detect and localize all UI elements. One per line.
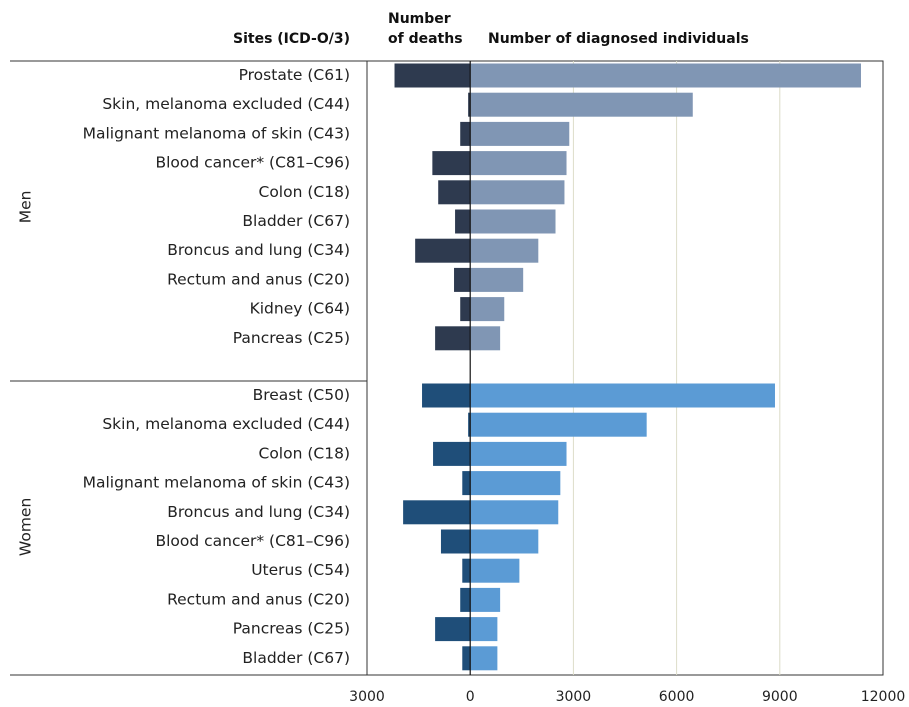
diagnosed-bar [470, 558, 520, 583]
x-tick-label: 3000 [349, 689, 385, 705]
death-bar [435, 617, 471, 642]
category-header: Sites (ICD-O/3) [233, 31, 351, 47]
death-bar [468, 412, 471, 437]
category-label: Rectum and anus (C20) [167, 590, 350, 608]
x-tick-label: 6000 [659, 689, 695, 705]
diagnosed-bar [470, 151, 567, 176]
category-label: Broncus and lung (C34) [167, 241, 350, 259]
category-label: Bladder (C67) [242, 212, 350, 230]
death-bar [462, 471, 471, 496]
death-bar [403, 500, 471, 525]
death-bar [460, 587, 471, 612]
death-bar [435, 326, 471, 351]
diagnosed-bar [470, 646, 498, 671]
diagnosed-bar [470, 267, 524, 292]
death-bar [438, 180, 471, 205]
diagnosed-bar [470, 238, 539, 263]
category-label: Breast (C50) [253, 386, 350, 404]
category-label: Skin, melanoma excluded (C44) [102, 95, 350, 113]
category-label: Pancreas (C25) [233, 329, 350, 347]
diagnosed-bar [470, 297, 505, 322]
category-label: Blood cancer* (C81–C96) [155, 154, 350, 172]
diagnosed-bar [470, 63, 861, 88]
group-label: Men [17, 191, 35, 224]
category-label: Bladder (C67) [242, 649, 350, 667]
diagnosed-bar [470, 180, 565, 205]
death-bar [462, 558, 471, 583]
category-label: Skin, melanoma excluded (C44) [102, 415, 350, 433]
death-bar [455, 209, 471, 234]
diagnosed-bar [470, 383, 775, 408]
diagnosed-bar [470, 587, 501, 612]
diagnosed-bar [470, 412, 647, 437]
death-bar [422, 383, 471, 408]
diagnosed-bar [470, 471, 561, 496]
x-tick-label: 12000 [861, 689, 906, 705]
diagnosed-bar [470, 441, 567, 466]
death-bar [440, 529, 471, 554]
death-bar [468, 92, 471, 117]
diagnosed-bar [470, 326, 501, 351]
category-label: Colon (C18) [259, 444, 351, 462]
death-bar [462, 646, 471, 671]
category-label: Prostate (C61) [239, 66, 350, 84]
death-bar [460, 121, 471, 146]
diagnosed-bar [470, 500, 559, 525]
death-bar [394, 63, 471, 88]
plot-frame [366, 60, 884, 676]
category-label: Pancreas (C25) [233, 620, 350, 638]
death-bar [460, 297, 471, 322]
x-tick-label: 0 [466, 689, 475, 705]
category-label: Colon (C18) [259, 183, 351, 201]
category-label: Blood cancer* (C81–C96) [155, 532, 350, 550]
category-label: Kidney (C64) [250, 300, 350, 318]
death-bar [432, 151, 471, 176]
category-label: Malignant melanoma of skin (C43) [83, 474, 350, 492]
diagnosed-bar [470, 92, 693, 117]
category-label: Uterus (C54) [251, 561, 350, 579]
group-label: Women [17, 498, 35, 556]
x-tick-label: 3000 [556, 689, 592, 705]
death-bar [433, 441, 471, 466]
death-bar [454, 267, 471, 292]
category-label: Malignant melanoma of skin (C43) [83, 124, 350, 142]
category-label: Rectum and anus (C20) [167, 270, 350, 288]
right-header: Number of diagnosed individuals [488, 31, 749, 47]
diagnosed-bar [470, 529, 539, 554]
diagnosed-bar [470, 209, 556, 234]
diagnosed-bar [470, 121, 570, 146]
category-label: Broncus and lung (C34) [167, 503, 350, 521]
x-tick-label: 9000 [762, 689, 798, 705]
death-bar [415, 238, 471, 263]
left-header: Number of deaths [388, 11, 463, 47]
diagnosed-bar [470, 617, 498, 642]
